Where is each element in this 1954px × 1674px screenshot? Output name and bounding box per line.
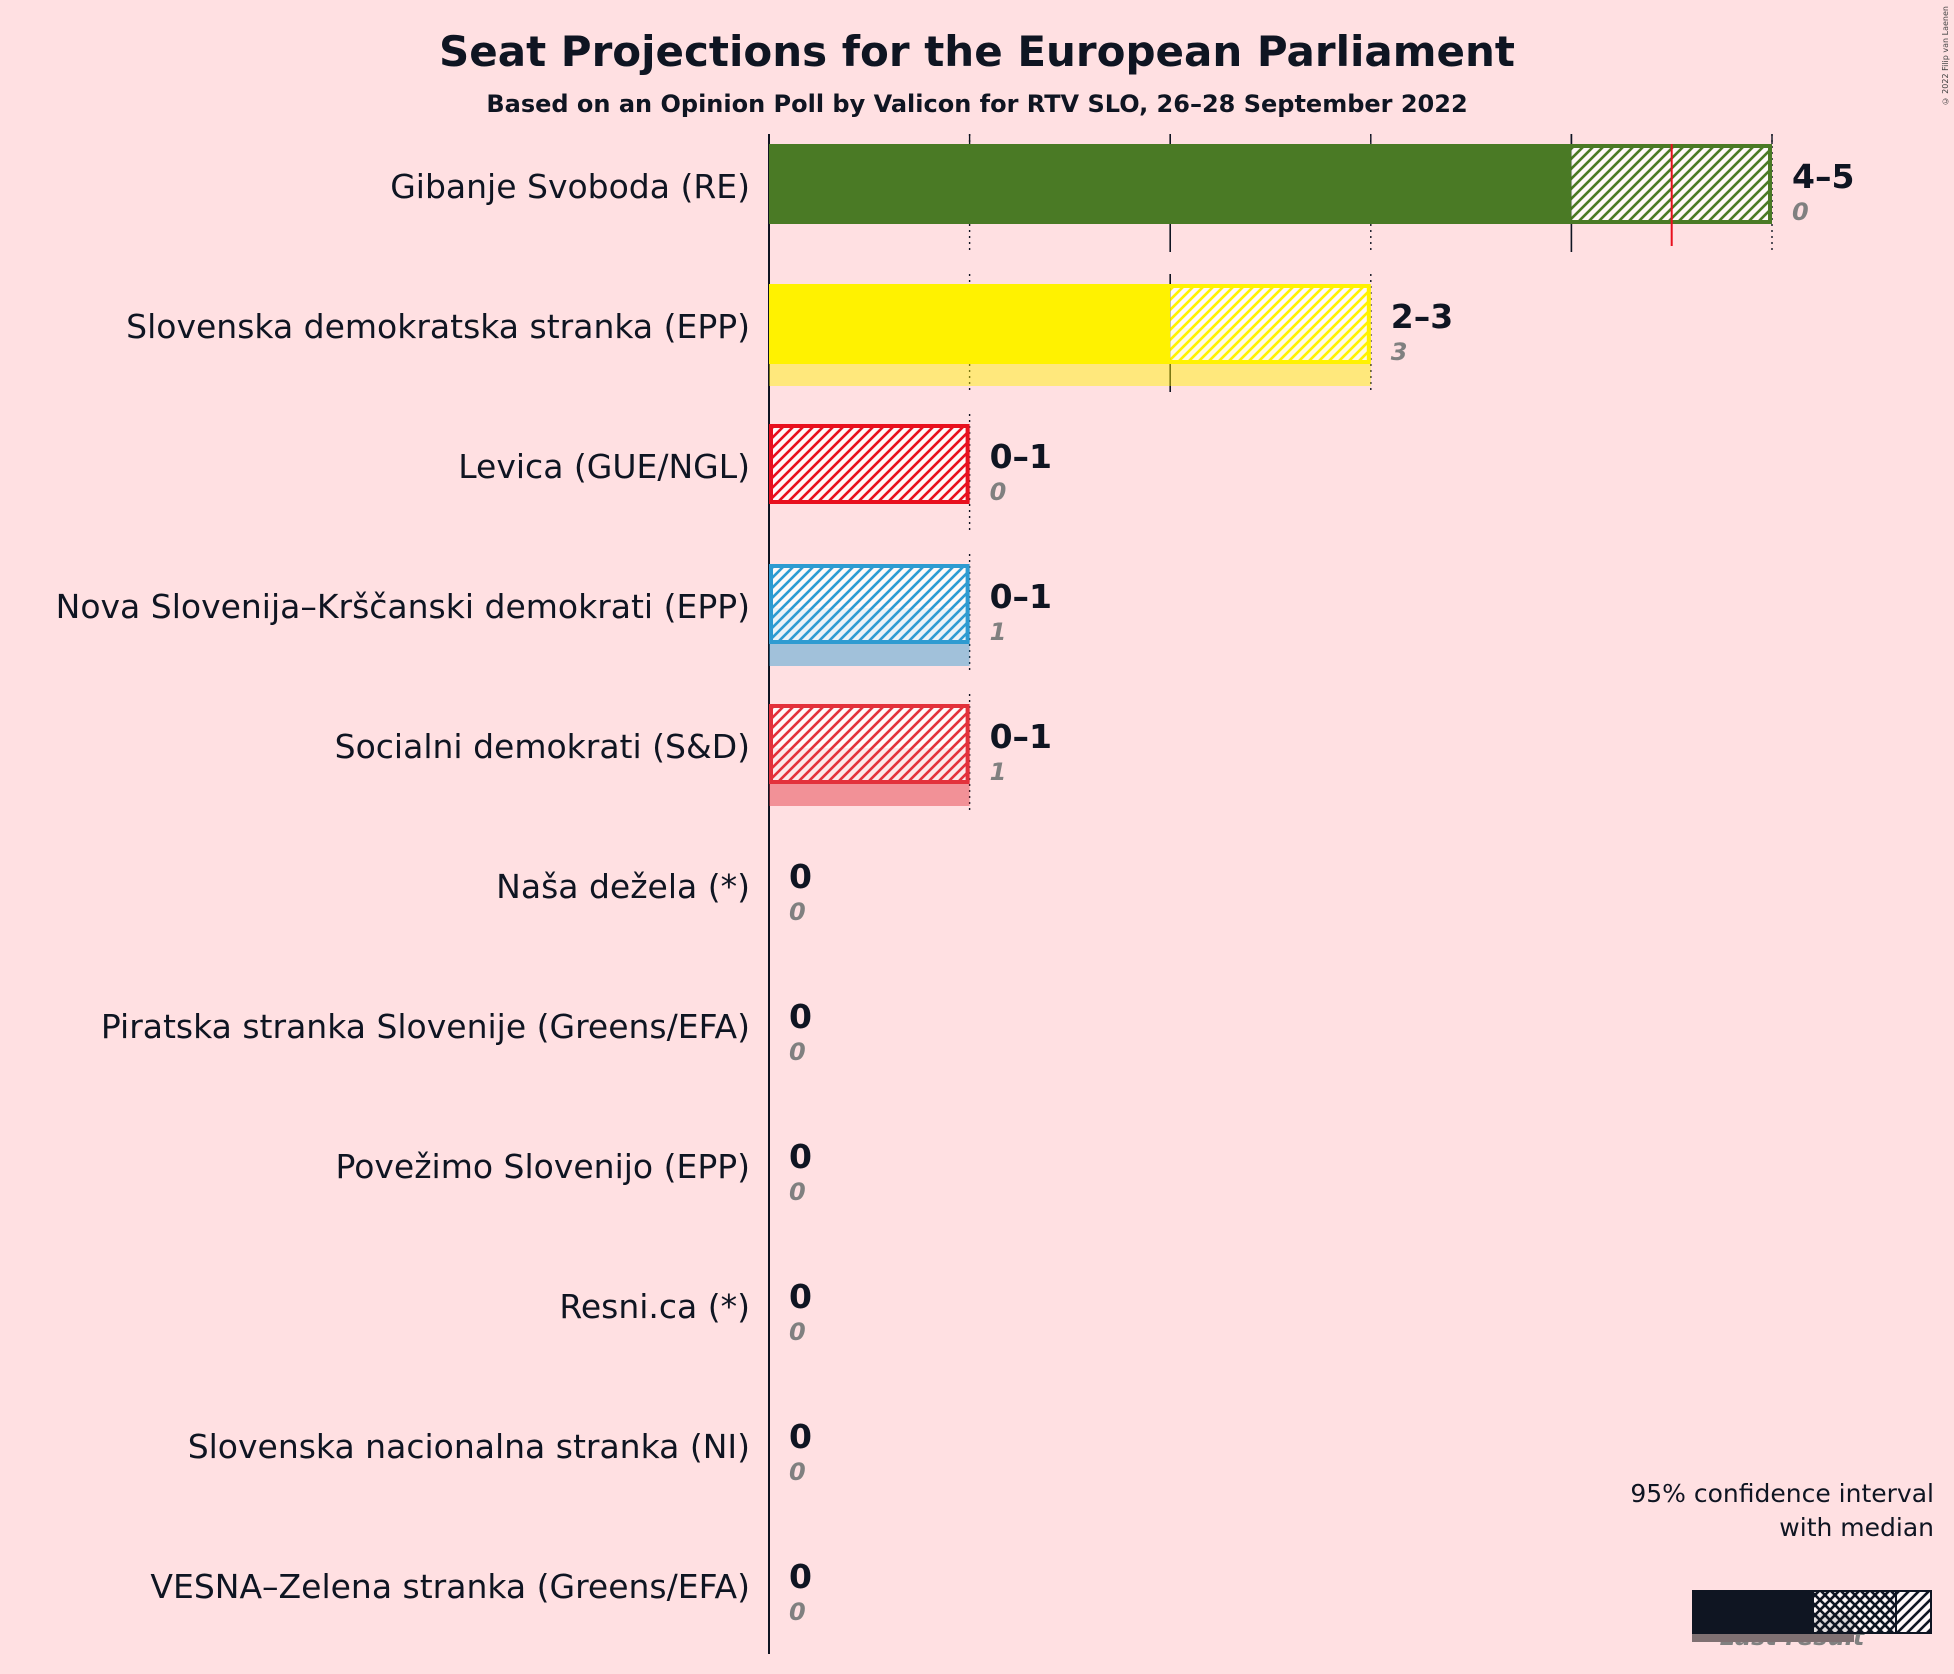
range-label-0: 4–5 [1792,157,1854,196]
party-label-2: Levica (GUE/NGL) [458,447,750,486]
chart-subtitle: Based on an Opinion Poll by Valicon for … [486,90,1467,118]
range-label-3: 0–1 [990,577,1052,616]
range-label-2: 0–1 [990,437,1052,476]
party-label-8: Resni.ca (*) [559,1287,750,1326]
last-result-label-2: 0 [990,478,1007,506]
bar-outline-0 [769,144,1772,224]
range-label-6: 0 [789,997,812,1036]
range-label-5: 0 [789,857,812,896]
last-result-label-10: 0 [789,1598,806,1626]
last-result-label-5: 0 [789,898,806,926]
legend-outline [1692,1590,1932,1634]
range-label-4: 0–1 [990,717,1052,756]
copyright-note: © 2022 Filip van Laenen [1941,6,1950,106]
range-label-10: 0 [789,1557,812,1596]
legend-solid-swatch [1692,1590,1814,1634]
bar-solid-1 [769,284,1171,364]
party-label-7: Povežimo Slovenijo (EPP) [335,1147,750,1186]
party-label-10: VESNA–Zelena stranka (Greens/EFA) [150,1567,750,1606]
bar-outline-3 [769,564,970,644]
last-result-label-4: 1 [990,758,1007,786]
party-label-0: Gibanje Svoboda (RE) [390,167,750,206]
legend-title-line2: with median [1779,1513,1934,1542]
bar-outline-2 [769,424,970,504]
last-result-label-0: 0 [1792,198,1809,226]
bar-hatch-1 [1170,284,1371,364]
bar-solid-0 [769,144,1572,224]
last-result-label-1: 3 [1391,338,1408,366]
range-label-1: 2–3 [1391,297,1453,336]
party-label-4: Socialni demokrati (S&D) [335,727,750,766]
legend: 95% confidence interval with median Last… [1630,1479,1934,1651]
party-label-3: Nova Slovenija–Krščanski demokrati (EPP) [56,587,750,626]
range-label-7: 0 [789,1137,812,1176]
bar-hatch-3 [769,564,970,644]
last-result-label-3: 1 [990,618,1007,646]
chart-title: Seat Projections for the European Parlia… [439,27,1515,76]
party-label-1: Slovenska demokratska stranka (EPP) [126,307,750,346]
range-label-9: 0 [789,1417,812,1456]
party-label-6: Piratska stranka Slovenije (Greens/EFA) [101,1007,750,1046]
last-result-label-7: 0 [789,1178,806,1206]
legend-title-line1: 95% confidence interval [1630,1479,1934,1508]
bar-outline-4 [769,704,970,784]
bar-outline-1 [769,284,1371,364]
last-result-label-8: 0 [789,1318,806,1346]
last-result-label-9: 0 [789,1458,806,1486]
legend-crosshatch-swatch [1814,1590,1896,1634]
party-label-9: Slovenska nacionalna stranka (NI) [188,1427,750,1466]
bar-hatch-2 [769,424,970,504]
last-result-label-6: 0 [789,1038,806,1066]
legend-hatch-swatch [1896,1590,1932,1634]
party-label-5: Naša dežela (*) [496,867,750,906]
bar-hatch-4 [769,704,970,784]
range-label-8: 0 [789,1277,812,1316]
